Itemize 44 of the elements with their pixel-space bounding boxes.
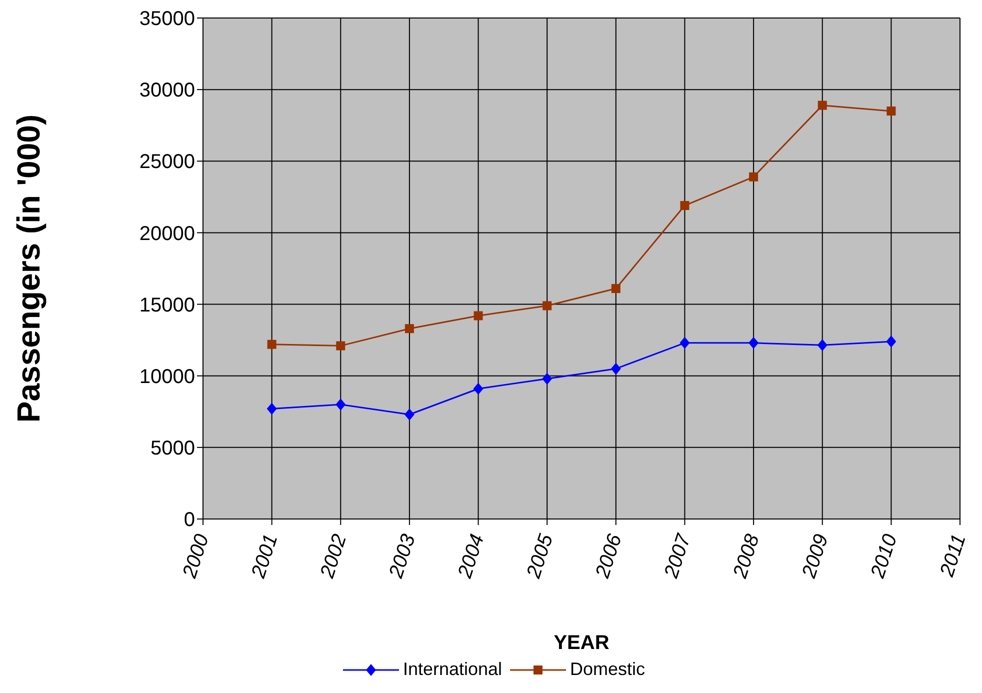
point [610, 362, 621, 375]
x-tick-label: 2002 [316, 532, 352, 582]
y-tick-label: 30000 [139, 80, 195, 102]
y-tick-label: 10000 [139, 366, 195, 388]
y-tick-label: 5000 [150, 438, 195, 460]
point [336, 341, 346, 350]
point [267, 340, 276, 349]
y-tick-label: 25000 [139, 151, 195, 174]
x-tick-label: 2003 [384, 532, 420, 582]
y-tick-label: 0 [184, 509, 195, 532]
x-tick-label: 2004 [454, 532, 489, 582]
y-axis-title: Passengers (in '000) [10, 114, 46, 423]
point [266, 402, 277, 415]
point [404, 408, 414, 421]
point [749, 172, 758, 182]
point [474, 311, 483, 320]
legend-label: Domestic [570, 659, 646, 680]
point [748, 336, 759, 349]
x-tick-label: 2010 [866, 532, 902, 582]
x-tick-label: 2007 [660, 530, 696, 582]
y-tick-label: 35000 [139, 8, 195, 30]
point [680, 336, 690, 349]
point [611, 284, 620, 294]
point [336, 398, 346, 410]
x-tick-label: 2006 [591, 530, 627, 582]
x-tick-label: 2008 [729, 532, 764, 582]
y-tick-label: 20000 [139, 222, 195, 245]
point [886, 106, 896, 116]
point [542, 372, 552, 385]
point [542, 301, 552, 310]
point [680, 201, 690, 210]
y-tick-label: 15000 [139, 294, 195, 316]
legend-label: International [402, 659, 502, 680]
x-tick-label: 2000 [178, 532, 214, 582]
x-tick-label: 2001 [247, 532, 282, 582]
point [404, 324, 414, 334]
x-axis-title: YEAR [554, 632, 610, 654]
point [473, 382, 484, 395]
point [818, 100, 827, 110]
point [886, 336, 896, 348]
x-tick-label: 2011 [936, 532, 970, 580]
x-tick-label: 2009 [798, 532, 833, 582]
point [817, 339, 828, 352]
x-tick-label: 2005 [522, 530, 558, 582]
